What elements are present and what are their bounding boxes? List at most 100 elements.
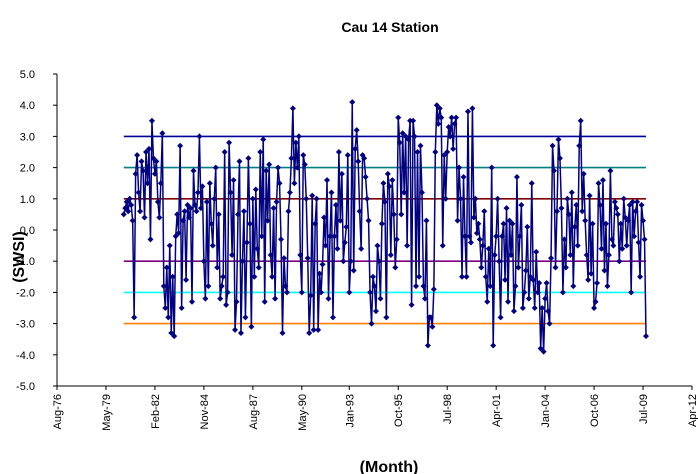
data-point	[527, 273, 534, 280]
data-point	[580, 170, 587, 177]
data-point	[472, 195, 479, 202]
y-tick-label: -3.0	[16, 319, 35, 331]
data-point	[358, 245, 365, 252]
data-point	[524, 223, 531, 230]
x-tick-label: Feb-82	[150, 394, 162, 429]
data-point	[138, 158, 145, 165]
data-point	[502, 276, 509, 283]
data-point	[221, 149, 228, 155]
data-point	[384, 170, 391, 177]
data-point	[208, 220, 215, 227]
data-point	[237, 329, 244, 336]
data-point	[254, 245, 261, 252]
data-point	[500, 220, 507, 227]
data-point	[301, 161, 308, 168]
data-point	[309, 192, 316, 199]
data-point	[616, 258, 623, 265]
data-point	[126, 195, 133, 202]
data-point	[539, 305, 546, 311]
data-point	[558, 205, 565, 212]
data-point	[420, 283, 427, 290]
data-point	[545, 308, 552, 315]
data-point	[515, 264, 522, 271]
data-point	[315, 326, 322, 333]
data-point	[436, 105, 443, 112]
data-point	[199, 183, 206, 190]
data-point	[457, 195, 464, 202]
data-point	[184, 202, 191, 209]
x-tick-label: Jan-93	[344, 394, 356, 428]
data-point	[276, 180, 283, 187]
data-point	[505, 298, 512, 305]
data-point	[540, 348, 547, 355]
data-point	[404, 242, 411, 249]
data-point	[291, 180, 298, 187]
data-point	[585, 276, 592, 283]
data-point	[151, 170, 158, 177]
y-tick-label: 5.0	[20, 69, 35, 81]
data-point	[313, 195, 320, 202]
data-point	[191, 202, 198, 209]
data-point	[230, 177, 237, 184]
data-point	[143, 149, 150, 155]
data-point	[297, 251, 304, 258]
data-point	[187, 205, 194, 212]
data-point	[235, 211, 242, 218]
data-point	[122, 205, 129, 212]
data-point	[347, 258, 354, 265]
data-point	[242, 314, 249, 321]
data-point	[260, 136, 267, 143]
data-point	[389, 177, 396, 184]
data-point	[132, 170, 139, 177]
data-point	[469, 105, 476, 112]
data-point	[163, 264, 170, 271]
data-point	[334, 245, 341, 252]
data-point	[294, 164, 301, 171]
data-point	[349, 99, 356, 106]
data-point	[522, 267, 529, 274]
data-point	[586, 192, 593, 199]
data-point	[229, 251, 236, 258]
data-point	[169, 273, 176, 280]
data-point	[162, 305, 169, 311]
data-point	[396, 139, 403, 146]
data-point	[408, 301, 415, 308]
data-point	[556, 155, 563, 162]
x-tick-label: Oct-95	[393, 394, 405, 427]
data-point	[531, 305, 538, 311]
data-point	[494, 195, 501, 202]
data-point	[318, 289, 325, 296]
data-point	[429, 323, 436, 330]
data-point	[232, 326, 239, 333]
data-point	[591, 305, 598, 311]
data-point	[279, 329, 286, 336]
data-point	[528, 180, 535, 187]
data-point	[476, 236, 483, 243]
data-point	[215, 211, 222, 218]
data-point	[640, 217, 647, 224]
data-point	[190, 167, 197, 174]
data-point	[611, 198, 618, 205]
data-point	[444, 149, 451, 155]
data-point	[200, 258, 207, 265]
data-point	[398, 211, 405, 218]
data-point	[135, 189, 142, 196]
data-point	[350, 267, 357, 274]
data-point	[255, 264, 262, 271]
data-point	[264, 217, 271, 224]
data-point	[393, 236, 400, 243]
data-point	[435, 120, 442, 127]
data-point	[617, 220, 624, 227]
data-point	[156, 214, 163, 221]
data-point	[607, 167, 614, 174]
data-point	[510, 308, 517, 315]
x-axis-title: (Month)	[360, 459, 419, 474]
data-point	[131, 314, 138, 321]
data-point	[583, 251, 590, 258]
data-point	[212, 164, 219, 171]
data-point	[240, 208, 247, 215]
data-point	[564, 195, 571, 202]
data-point	[193, 208, 200, 215]
y-tick-label: 2.0	[20, 163, 35, 175]
